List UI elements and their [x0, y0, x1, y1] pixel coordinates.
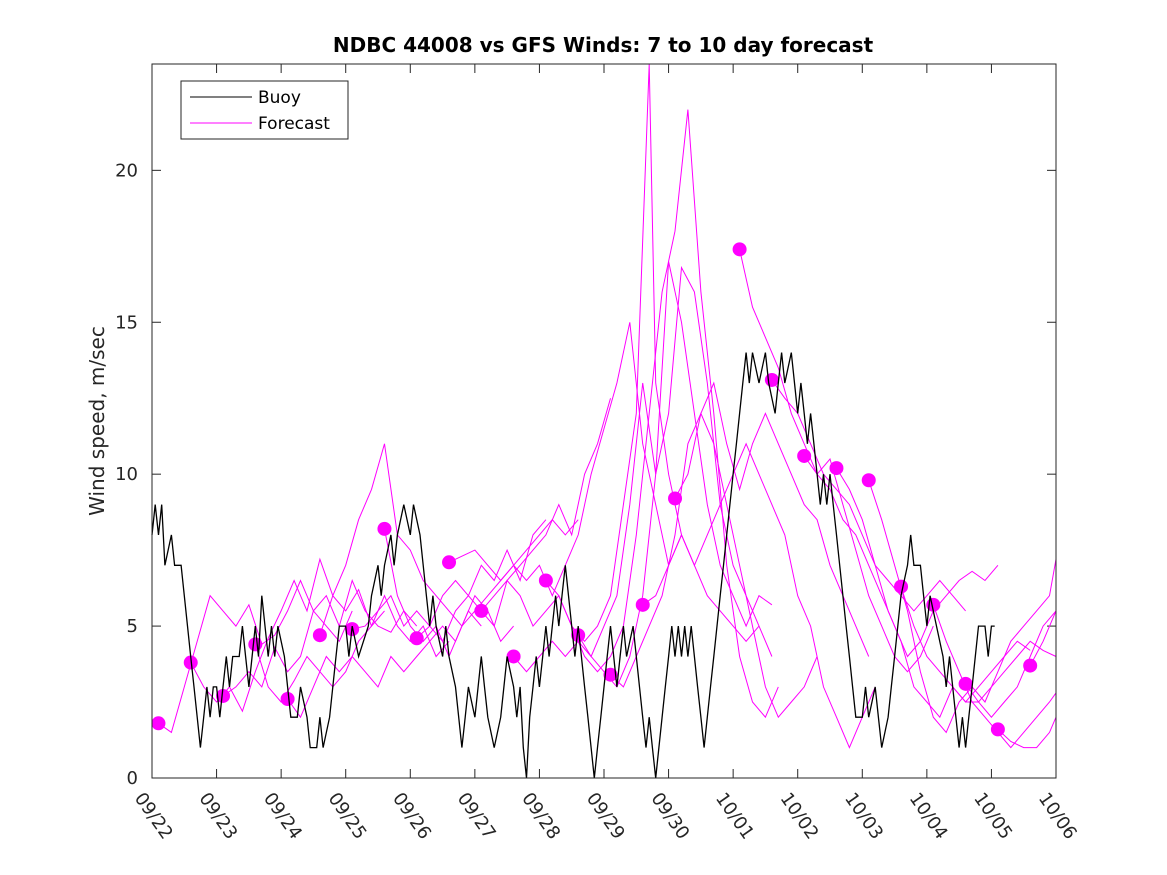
forecast-start-marker	[894, 579, 909, 594]
forecast-line	[545, 109, 779, 719]
x-tick-label: 10/05	[969, 789, 1016, 844]
legend-box	[180, 80, 349, 140]
forecast-line	[416, 398, 611, 643]
forecast-line	[674, 381, 870, 657]
forecast-start-marker	[829, 461, 844, 476]
x-tick-labels: 09/22 09/23 09/24 09/25 09/26 09/27 09/28 09/29…	[130, 789, 1081, 844]
x-tick-label: 09/23	[194, 789, 241, 844]
forecast-line	[771, 379, 966, 612]
x-tick-label: 10/06	[1034, 789, 1081, 844]
y-axis-label: Wind speed, m/sec	[85, 326, 109, 516]
forecast-line	[480, 63, 760, 643]
y-tick-label: 20	[115, 160, 138, 181]
forecast-line	[287, 609, 482, 719]
forecast-start-marker	[442, 555, 457, 570]
legend-buoy-label: Buoy	[258, 88, 301, 108]
forecast-line	[1029, 610, 1057, 666]
chart-title: NDBC 44008 vs GFS Winds: 7 to 10 day for…	[333, 33, 874, 57]
forecast-start-marker	[764, 372, 779, 387]
x-tick-label: 09/30	[646, 789, 693, 844]
legend: Buoy Forecast	[180, 80, 349, 140]
forecast-line	[997, 717, 1057, 749]
y-tick-label: 5	[127, 616, 138, 637]
forecast-start-marker	[280, 692, 295, 707]
buoy-series	[151, 352, 995, 779]
x-tick-label: 09/29	[582, 789, 629, 844]
forecast-start-marker	[990, 722, 1005, 737]
legend-forecast-label: Forecast	[258, 114, 330, 134]
buoy-line	[151, 352, 995, 779]
axes-box	[151, 63, 1057, 779]
x-tick-label: 10/01	[711, 789, 758, 844]
forecast-start-marker	[635, 597, 650, 612]
x-tick-label: 09/24	[259, 789, 306, 844]
forecast-line	[513, 261, 773, 673]
y-tick-label: 0	[127, 768, 138, 789]
x-tick-label: 10/02	[776, 789, 823, 844]
forecast-start-marker	[216, 688, 231, 703]
forecast-line	[836, 467, 1031, 719]
forecast-start-marker	[248, 637, 263, 652]
x-tick-label: 09/22	[130, 789, 177, 844]
forecast-start-marker	[571, 628, 586, 643]
forecast-line	[965, 610, 1057, 718]
x-tick-label: 09/25	[324, 789, 371, 844]
forecast-start-marker	[668, 491, 683, 506]
y-tick-label: 10	[115, 464, 138, 485]
forecast-start-marker	[474, 603, 489, 618]
forecast-start-marker	[797, 448, 812, 463]
forecast-line	[610, 412, 818, 719]
x-tick-label: 10/03	[840, 789, 887, 844]
forecast-start-marker	[312, 628, 327, 643]
forecast-start-marker	[377, 521, 392, 536]
forecast-line	[222, 578, 418, 697]
x-tick-label: 09/27	[453, 789, 500, 844]
forecast-line	[642, 442, 876, 749]
forecast-start-marker	[151, 716, 166, 731]
y-tick-labels: 0 5 10 15 20	[115, 160, 138, 789]
forecast-start-marker	[603, 667, 618, 682]
x-tick-label: 10/04	[905, 789, 952, 844]
x-tick-label: 09/26	[388, 789, 435, 844]
forecast-start-marker	[409, 631, 424, 646]
forecast-start-marker	[861, 473, 876, 488]
forecast-line	[739, 249, 934, 673]
forecast-start-marker	[958, 676, 973, 691]
forecast-start-marker	[1023, 658, 1038, 673]
forecast-start-marker	[732, 242, 747, 257]
forecast-start-marker	[506, 649, 521, 664]
y-tick-label: 15	[115, 312, 138, 333]
x-tick-label: 09/28	[517, 789, 564, 844]
forecast-start-marker	[538, 573, 553, 588]
